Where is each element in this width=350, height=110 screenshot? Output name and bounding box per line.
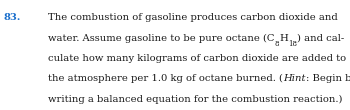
Text: : Begin by: : Begin by bbox=[306, 74, 350, 83]
Text: 83.: 83. bbox=[4, 13, 21, 22]
Text: culate how many kilograms of carbon dioxide are added to: culate how many kilograms of carbon diox… bbox=[48, 54, 346, 63]
Text: H: H bbox=[279, 34, 288, 43]
Text: 18: 18 bbox=[288, 40, 297, 48]
Text: The combustion of gasoline produces carbon dioxide and: The combustion of gasoline produces carb… bbox=[48, 13, 338, 22]
Text: the atmosphere per 1.0 kg of octane burned. (: the atmosphere per 1.0 kg of octane burn… bbox=[48, 74, 283, 83]
Text: water. Assume gasoline to be pure octane (C: water. Assume gasoline to be pure octane… bbox=[48, 34, 275, 43]
Text: ) and cal-: ) and cal- bbox=[297, 34, 344, 43]
Text: writing a balanced equation for the combustion reaction.): writing a balanced equation for the comb… bbox=[48, 95, 343, 104]
Text: Hint: Hint bbox=[283, 74, 306, 83]
Text: 8: 8 bbox=[275, 40, 279, 48]
